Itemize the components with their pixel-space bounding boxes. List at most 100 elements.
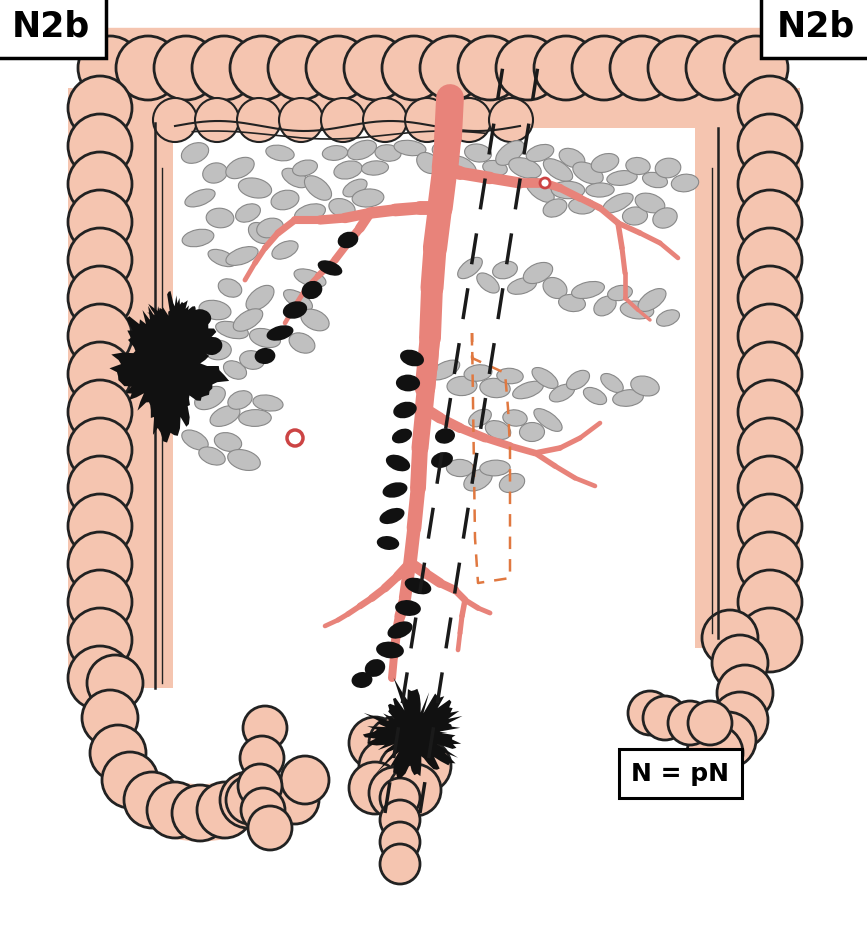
Ellipse shape	[519, 423, 544, 442]
Ellipse shape	[392, 429, 412, 444]
Ellipse shape	[591, 154, 619, 174]
Ellipse shape	[210, 406, 240, 427]
Circle shape	[68, 533, 132, 597]
Circle shape	[489, 99, 533, 143]
Circle shape	[380, 779, 420, 818]
Circle shape	[363, 99, 407, 143]
Ellipse shape	[483, 161, 507, 176]
Circle shape	[197, 782, 253, 838]
Circle shape	[68, 571, 132, 635]
Circle shape	[380, 800, 420, 840]
Ellipse shape	[653, 209, 677, 229]
Circle shape	[738, 191, 802, 254]
Circle shape	[124, 772, 180, 828]
Ellipse shape	[362, 161, 388, 176]
Circle shape	[281, 756, 329, 805]
Circle shape	[668, 702, 712, 745]
Ellipse shape	[469, 410, 492, 427]
Circle shape	[405, 99, 449, 143]
Ellipse shape	[477, 274, 499, 294]
Circle shape	[68, 419, 132, 483]
Circle shape	[68, 191, 132, 254]
Circle shape	[738, 77, 802, 141]
Ellipse shape	[246, 286, 274, 311]
Circle shape	[738, 533, 802, 597]
Ellipse shape	[189, 310, 212, 328]
Circle shape	[369, 717, 421, 769]
Ellipse shape	[543, 278, 567, 299]
Ellipse shape	[382, 483, 407, 498]
Circle shape	[68, 304, 132, 368]
Circle shape	[738, 229, 802, 292]
Ellipse shape	[656, 311, 680, 327]
Circle shape	[738, 571, 802, 635]
Ellipse shape	[642, 174, 668, 188]
Ellipse shape	[499, 474, 525, 493]
Ellipse shape	[464, 470, 492, 492]
Circle shape	[389, 717, 441, 769]
Ellipse shape	[447, 377, 477, 396]
Circle shape	[702, 611, 758, 666]
Ellipse shape	[238, 410, 271, 427]
Circle shape	[102, 753, 158, 808]
Circle shape	[380, 844, 420, 884]
Circle shape	[68, 457, 132, 521]
Ellipse shape	[558, 295, 585, 312]
Circle shape	[738, 153, 802, 217]
Circle shape	[238, 764, 282, 808]
Ellipse shape	[323, 147, 348, 161]
Ellipse shape	[238, 179, 271, 199]
Ellipse shape	[203, 163, 227, 184]
Polygon shape	[145, 291, 205, 370]
Circle shape	[610, 37, 674, 101]
Ellipse shape	[302, 281, 323, 300]
Text: N2b: N2b	[777, 9, 855, 43]
Bar	[695, 89, 800, 649]
Circle shape	[379, 744, 431, 796]
Ellipse shape	[573, 163, 603, 185]
Circle shape	[572, 37, 636, 101]
Circle shape	[306, 37, 370, 101]
Ellipse shape	[266, 326, 293, 342]
Text: N2b: N2b	[12, 9, 90, 43]
Ellipse shape	[376, 642, 404, 659]
Circle shape	[496, 37, 560, 101]
Ellipse shape	[492, 262, 518, 279]
Ellipse shape	[608, 286, 632, 302]
Ellipse shape	[255, 349, 276, 365]
Circle shape	[712, 636, 768, 691]
Ellipse shape	[525, 178, 554, 203]
Circle shape	[344, 37, 408, 101]
Circle shape	[540, 179, 550, 188]
Ellipse shape	[329, 200, 355, 218]
Circle shape	[369, 767, 421, 819]
Ellipse shape	[544, 160, 573, 182]
Ellipse shape	[479, 379, 510, 398]
Ellipse shape	[301, 310, 329, 331]
Ellipse shape	[233, 309, 263, 332]
Ellipse shape	[486, 421, 511, 440]
Circle shape	[68, 266, 132, 330]
Circle shape	[686, 37, 750, 101]
Circle shape	[380, 822, 420, 862]
Ellipse shape	[571, 282, 604, 299]
Ellipse shape	[405, 578, 431, 595]
Ellipse shape	[400, 350, 424, 367]
Ellipse shape	[202, 338, 222, 355]
Ellipse shape	[181, 144, 209, 164]
Ellipse shape	[566, 371, 590, 391]
Ellipse shape	[386, 455, 410, 471]
Circle shape	[192, 37, 256, 101]
Ellipse shape	[216, 322, 248, 340]
Circle shape	[68, 77, 132, 141]
Circle shape	[68, 646, 132, 710]
Circle shape	[243, 706, 287, 750]
Circle shape	[738, 495, 802, 559]
Polygon shape	[109, 305, 229, 443]
Circle shape	[237, 99, 281, 143]
Ellipse shape	[199, 301, 231, 320]
Circle shape	[738, 304, 802, 368]
Ellipse shape	[671, 175, 699, 193]
Circle shape	[628, 691, 672, 735]
Ellipse shape	[226, 248, 258, 266]
